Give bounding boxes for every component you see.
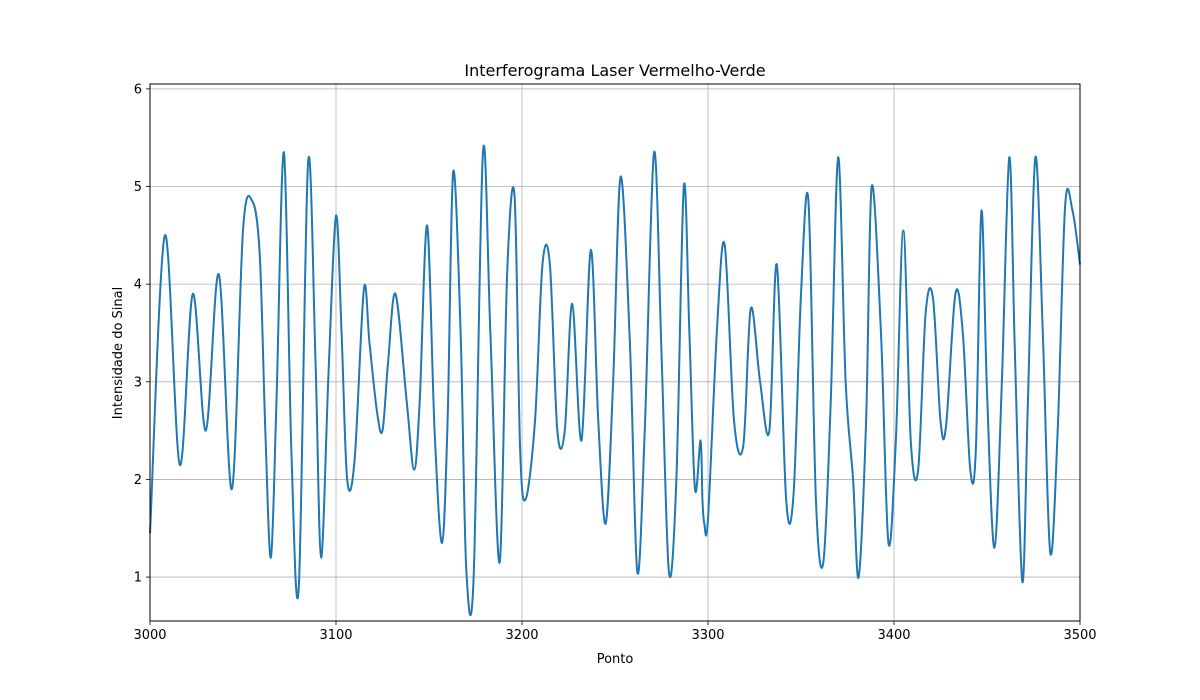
y-tick-label: 6 [134, 82, 142, 97]
x-tick-label: 3500 [1063, 628, 1096, 643]
y-tick-label: 5 [134, 180, 142, 195]
x-tick-label: 3300 [691, 628, 724, 643]
x-axis-label: Ponto [597, 652, 634, 667]
y-tick-label: 1 [134, 571, 142, 586]
y-axis-label: Intensidade do Sinal [111, 287, 126, 419]
y-tick-label: 4 [134, 278, 142, 293]
x-tick-label: 3000 [133, 628, 166, 643]
chart-title: Interferograma Laser Vermelho-Verde [464, 61, 765, 80]
x-tick-label: 3100 [319, 628, 352, 643]
plot-frame [149, 83, 1081, 622]
series-line [149, 144, 1081, 617]
y-tick-label: 3 [134, 375, 142, 390]
y-tick-label: 2 [134, 473, 142, 488]
x-tick-label: 3400 [877, 628, 910, 643]
x-tick-label: 3200 [505, 628, 538, 643]
plot-area [149, 144, 1081, 617]
axis-ticks: 3000 3100 3200 3300 3400 3500 1 2 3 4 5 6 [133, 82, 1096, 643]
